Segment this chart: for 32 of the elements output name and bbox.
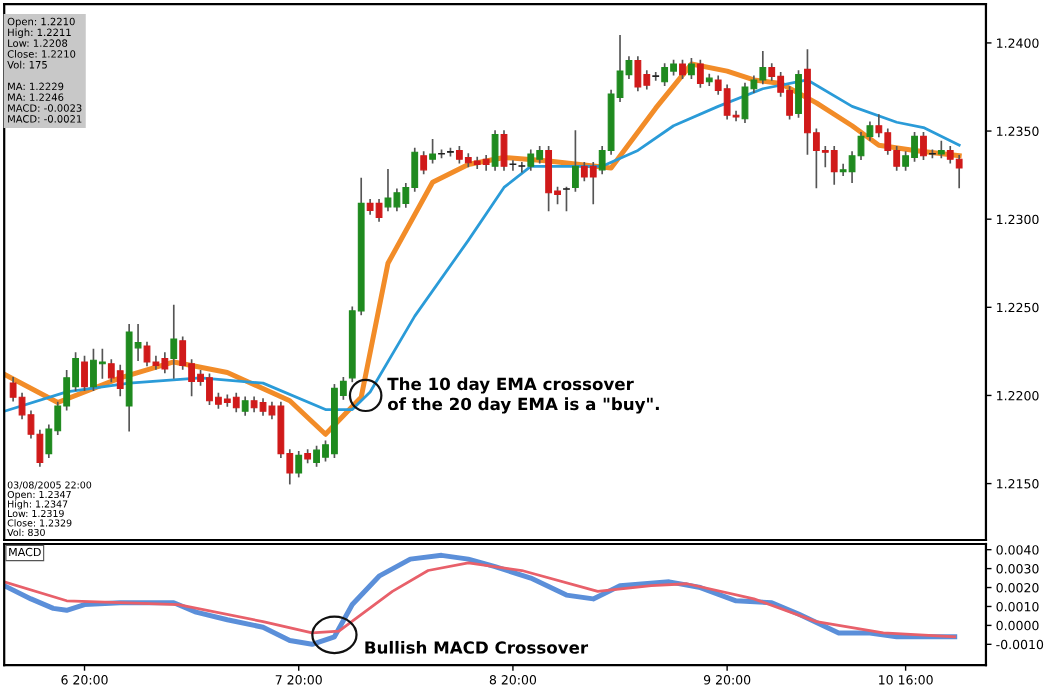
candlestick bbox=[509, 160, 517, 171]
candlestick bbox=[518, 161, 526, 173]
candlestick bbox=[375, 198, 383, 222]
candlestick bbox=[955, 154, 963, 189]
candlestick bbox=[500, 130, 508, 171]
candlestick bbox=[295, 451, 303, 478]
annotation: Bullish MACD Crossover bbox=[365, 640, 589, 654]
candlestick bbox=[571, 130, 579, 192]
candlestick bbox=[420, 151, 428, 175]
candlestick bbox=[527, 149, 535, 171]
candlestick bbox=[545, 146, 553, 212]
candlestick bbox=[937, 140, 945, 159]
candlestick bbox=[741, 82, 749, 124]
candlestick bbox=[795, 70, 802, 118]
candlestick bbox=[920, 131, 927, 161]
candlestick bbox=[81, 355, 88, 392]
candlestick bbox=[429, 139, 437, 164]
candlestick bbox=[563, 186, 570, 212]
candlestick bbox=[116, 364, 124, 397]
annotation: The 10 day EMA crossover of the 20 day EMA is a "buy". bbox=[387, 377, 659, 414]
candlestick bbox=[688, 57, 695, 80]
candlestick bbox=[143, 341, 151, 367]
candlestick bbox=[830, 146, 838, 185]
candlestick bbox=[384, 168, 392, 212]
candlestick bbox=[661, 63, 669, 87]
candlestick bbox=[170, 304, 178, 379]
candlestick bbox=[696, 59, 704, 88]
candlestick bbox=[98, 348, 106, 379]
candlestick bbox=[589, 161, 597, 205]
candlestick bbox=[652, 72, 660, 81]
candlestick bbox=[634, 56, 642, 92]
candlestick bbox=[491, 130, 499, 171]
